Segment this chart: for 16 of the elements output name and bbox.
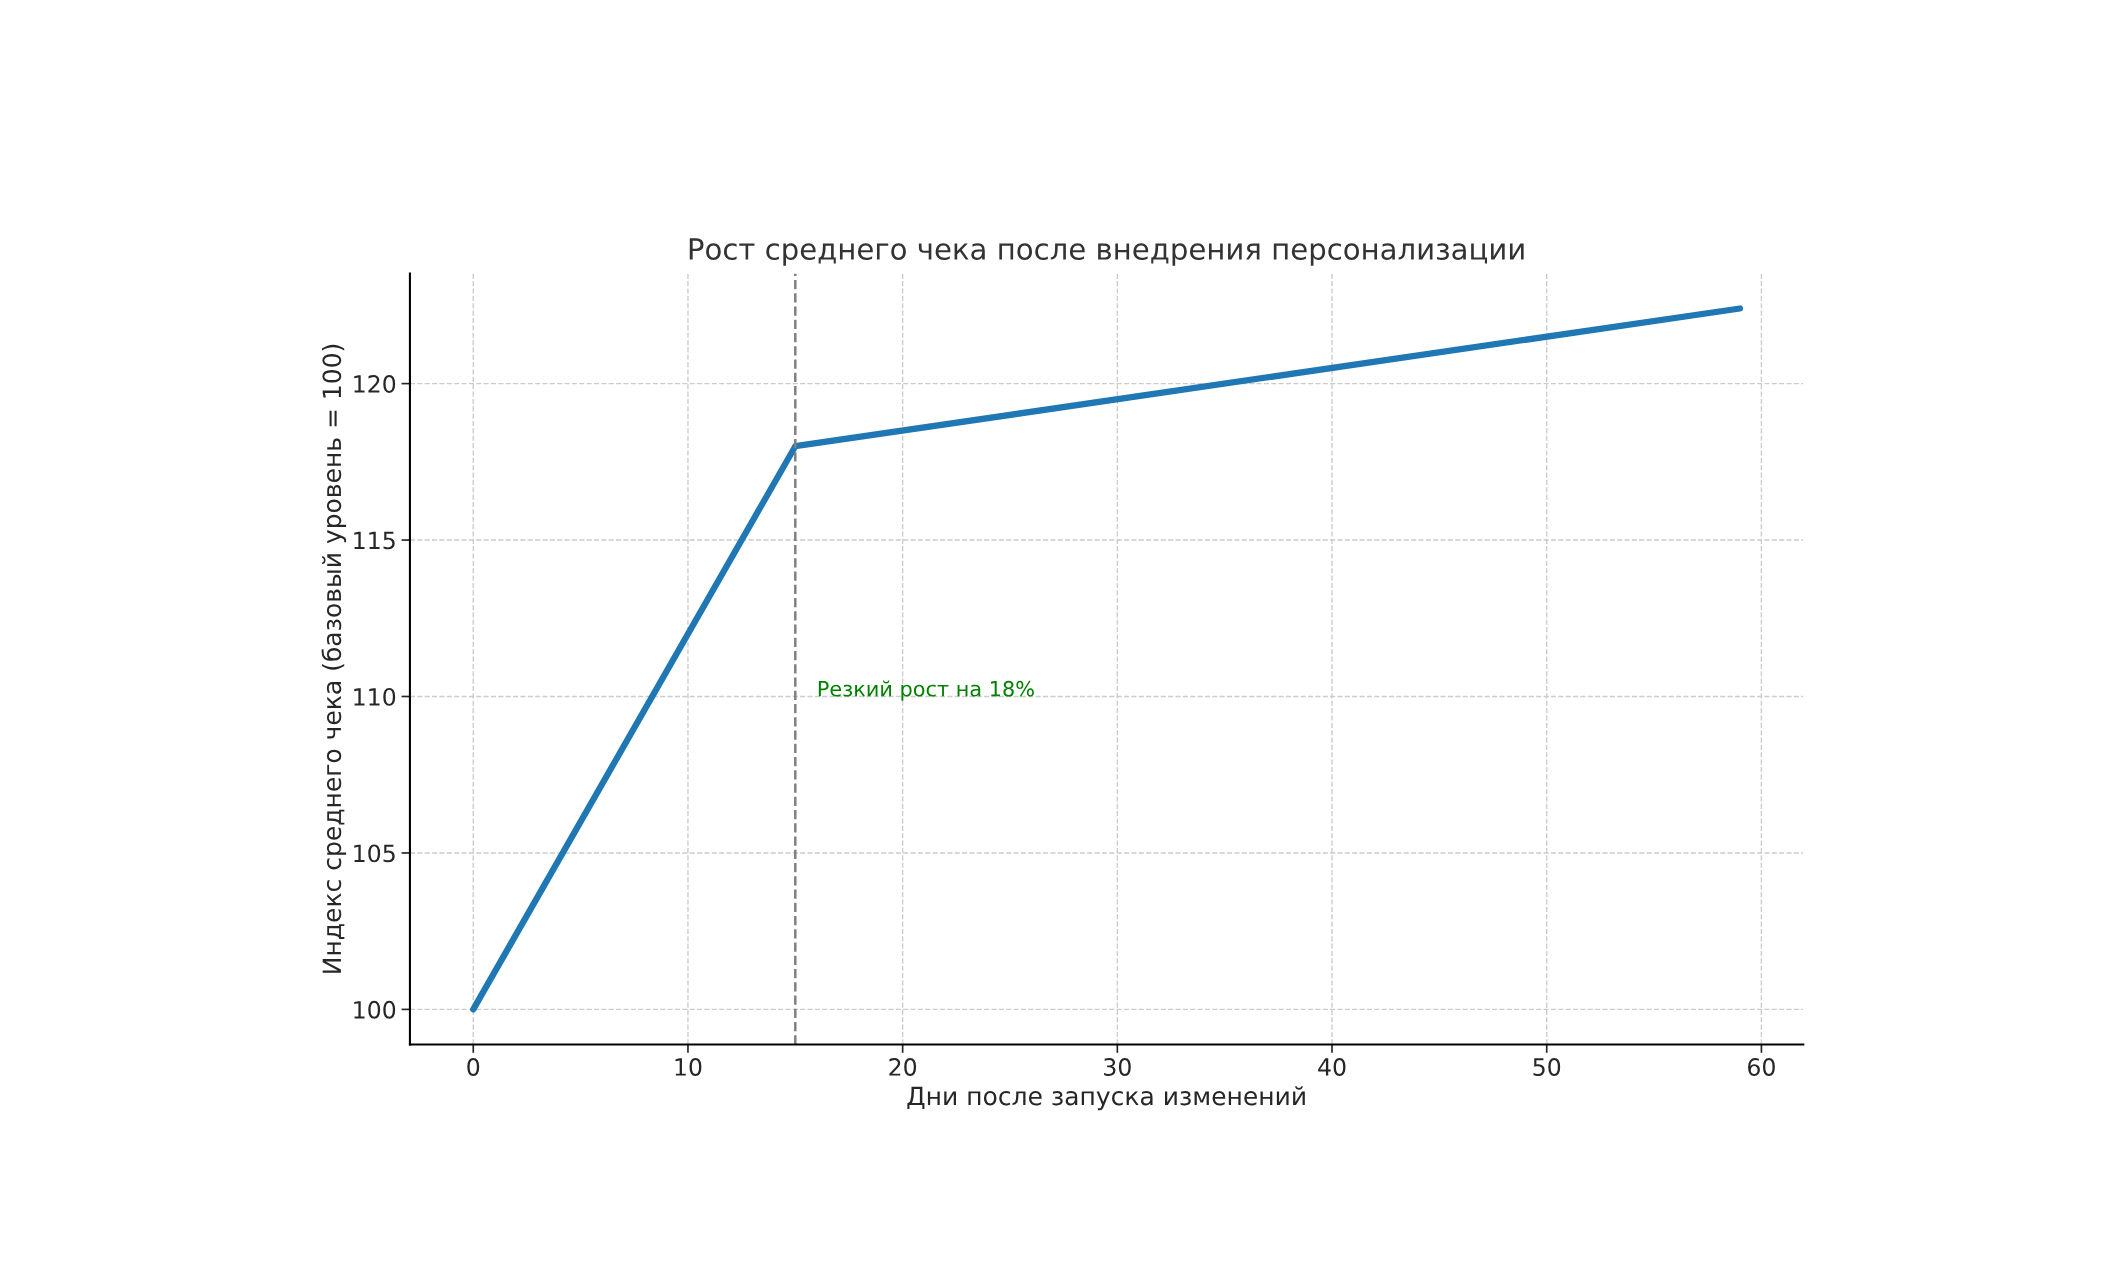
y-axis-title: Индекс среднего чека (базовый уровень = 100) <box>321 344 347 973</box>
x-tick-label: 50 <box>1533 1058 1561 1076</box>
y-tick-label: 100 <box>354 1000 396 1019</box>
x-tick-label: 20 <box>889 1058 917 1076</box>
y-tick-label: 105 <box>354 844 395 863</box>
x-tick-label: 10 <box>675 1058 702 1076</box>
y-tick-label: 110 <box>354 687 396 706</box>
x-tick-label: 30 <box>1104 1058 1131 1076</box>
y-tick-label: 115 <box>354 531 395 550</box>
x-axis-title: Дни после запуска изменений <box>907 1086 1305 1111</box>
x-tick-label: 40 <box>1318 1058 1346 1076</box>
x-tick-label: 0 <box>467 1058 480 1076</box>
y-tick-label: 120 <box>354 375 396 393</box>
annotation: Резкий рост на 18% <box>818 680 1034 701</box>
chart-title: Рост среднего чека после внедрения персонализации <box>689 238 1524 266</box>
x-tick-label: 60 <box>1748 1058 1775 1076</box>
